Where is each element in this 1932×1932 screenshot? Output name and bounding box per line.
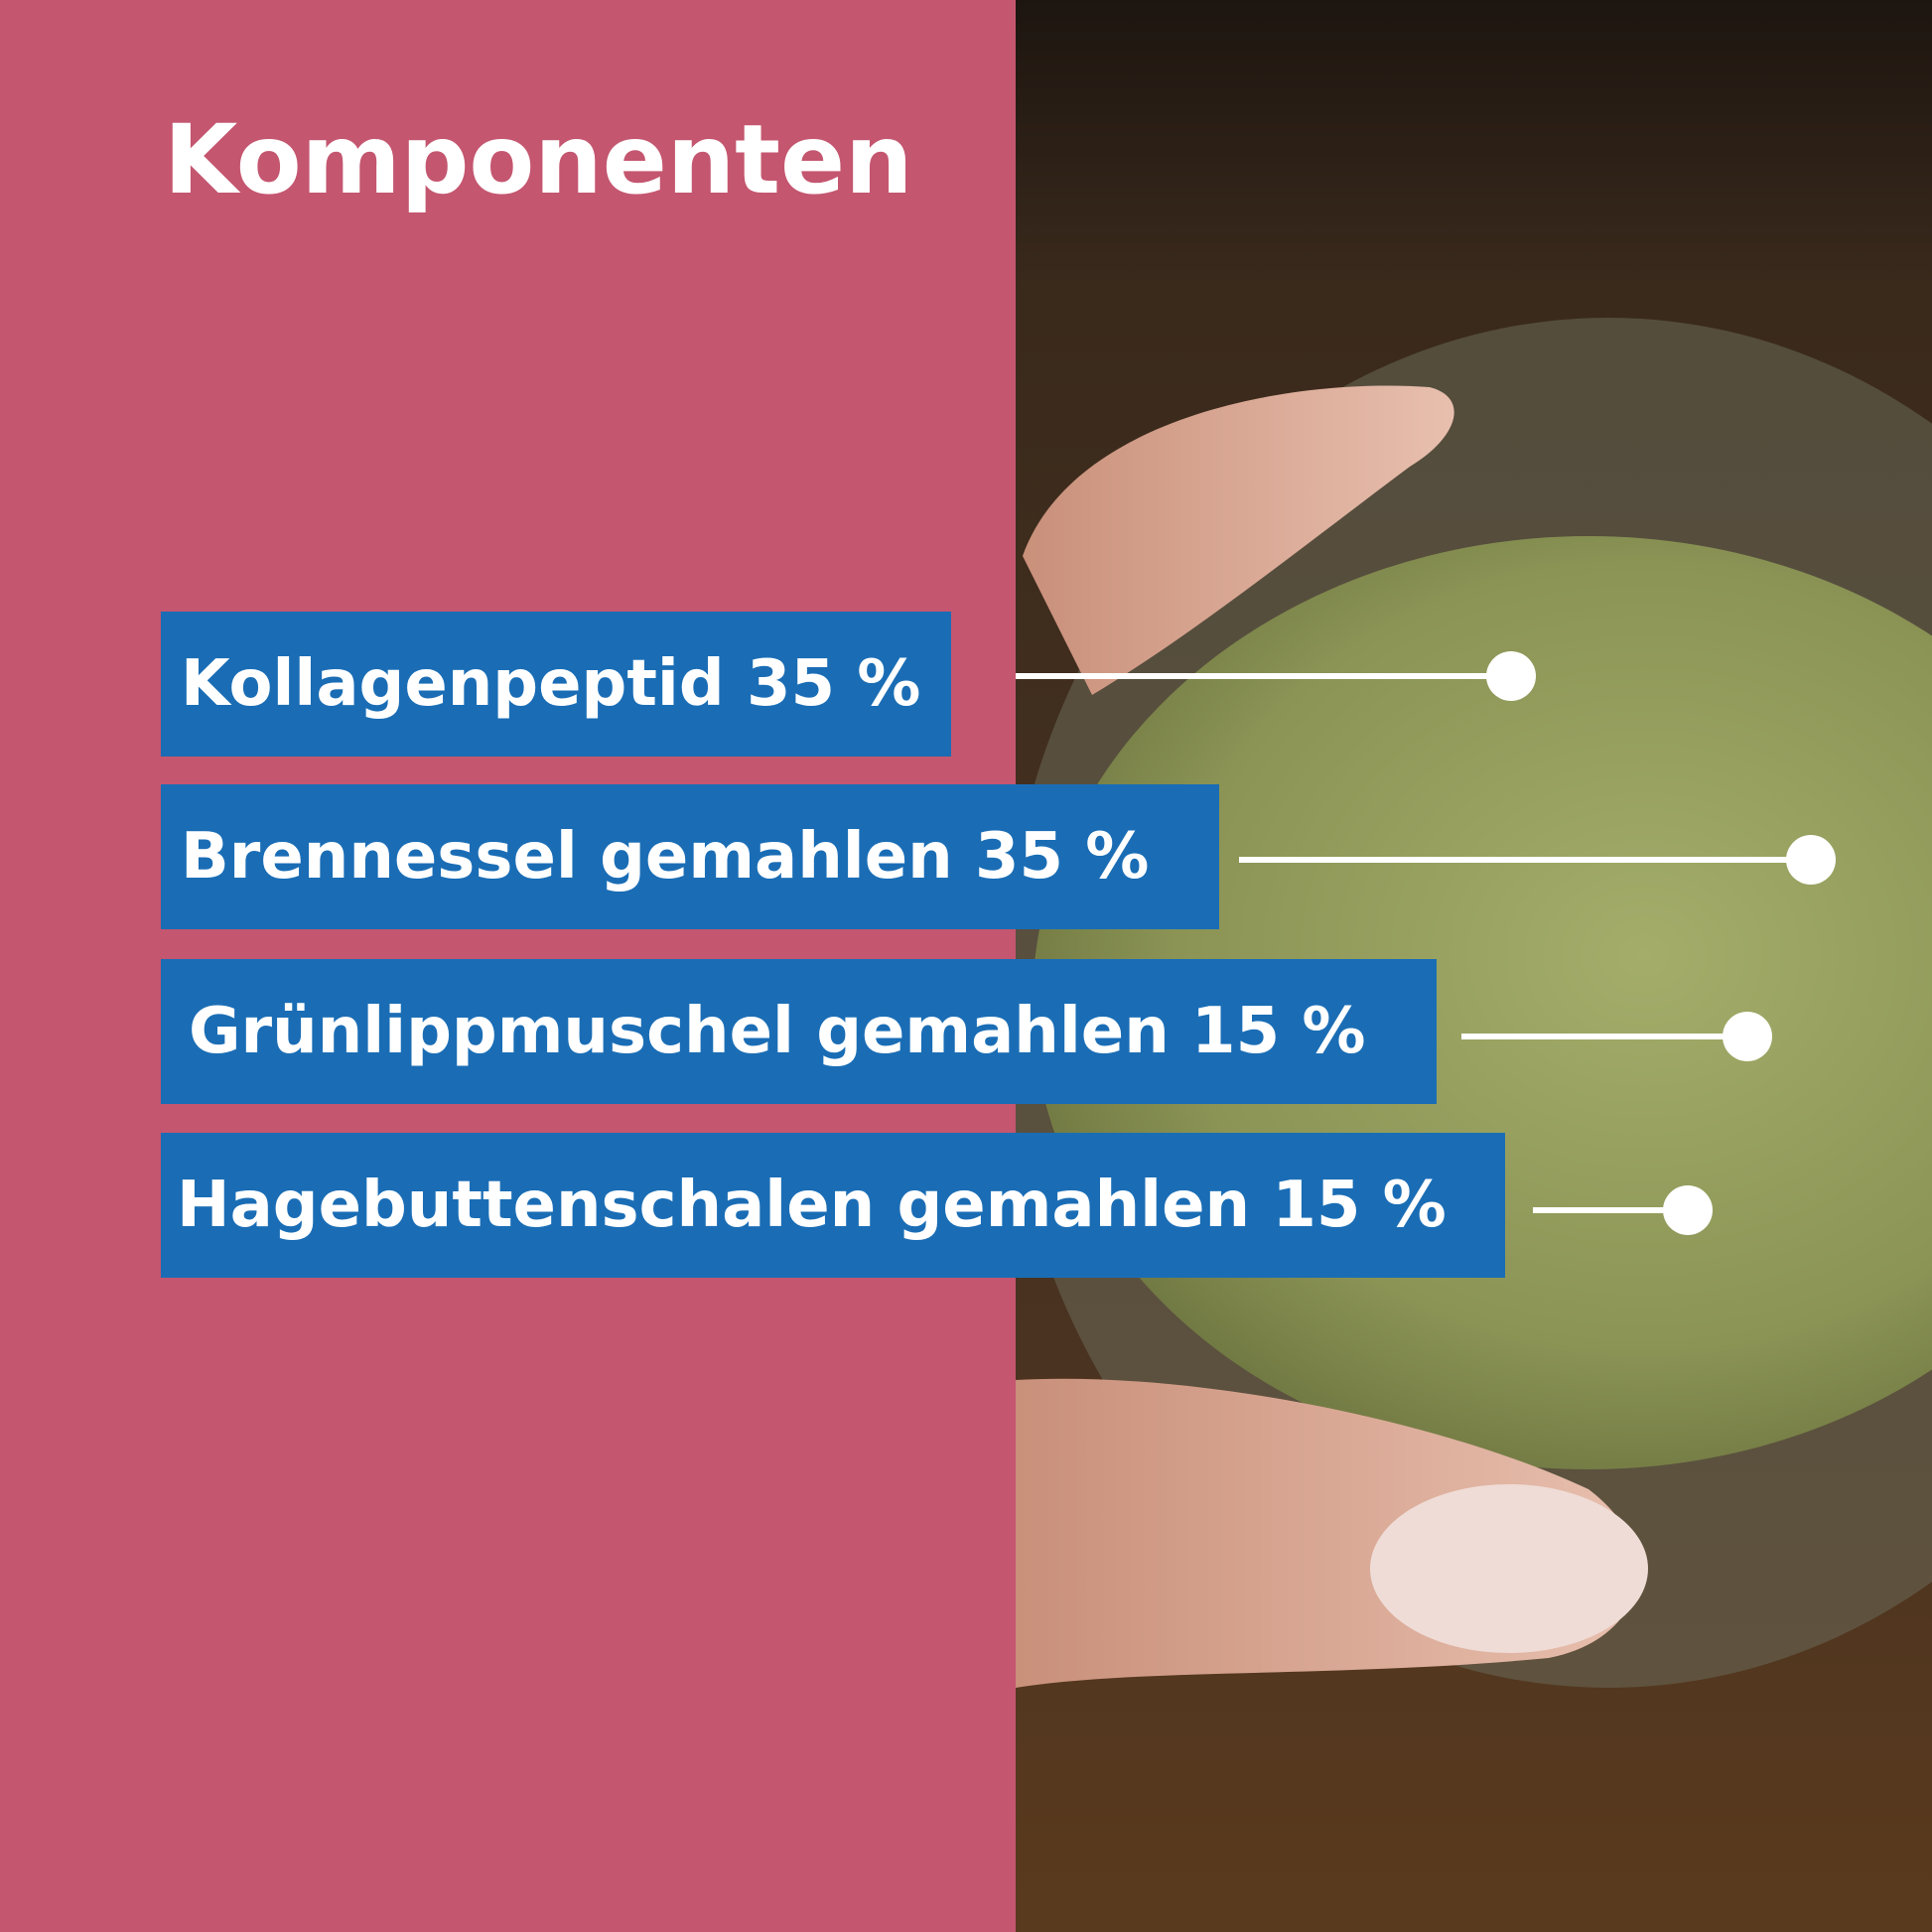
pointer-dot bbox=[1486, 651, 1536, 701]
ingredient-label: Kollagenpeptid 35 % bbox=[161, 612, 951, 757]
title: Komponenten bbox=[164, 104, 913, 215]
pointer-dot bbox=[1663, 1185, 1713, 1235]
ingredient-label: Hagebuttenschalen gemahlen 15 % bbox=[161, 1133, 1505, 1278]
pointer-dot bbox=[1723, 1012, 1772, 1061]
ingredient-label: Brennessel gemahlen 35 % bbox=[161, 784, 1219, 929]
pointer-dot bbox=[1786, 835, 1836, 885]
ingredient-label: Grünlippmuschel gemahlen 15 % bbox=[161, 959, 1437, 1104]
